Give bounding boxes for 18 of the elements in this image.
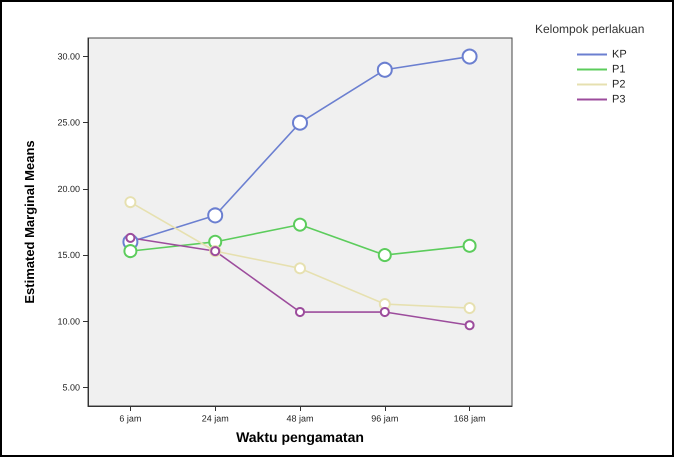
y-tick-label: 15.00: [57, 250, 80, 260]
y-tick-label: 5.00: [62, 382, 80, 392]
legend-label: KP: [612, 48, 627, 60]
legend-label: P3: [612, 94, 626, 106]
x-tick-label: 96 jam: [371, 414, 398, 424]
y-tick-label: 20.00: [57, 184, 80, 194]
x-tick-label: 48 jam: [286, 414, 314, 424]
y-tick-label: 10.00: [57, 316, 80, 326]
legend-label: P2: [612, 78, 626, 90]
x-tick-label: 168 jam: [454, 414, 486, 424]
y-tick-label: 30.00: [57, 52, 80, 62]
y-axis-title: Estimated Marginal Means: [22, 140, 37, 304]
x-tick-label: 24 jam: [202, 414, 229, 424]
x-tick-label: 6 jam: [119, 414, 142, 424]
y-tick-label: 25.00: [57, 118, 80, 128]
x-axis-title: Waktu pengamatan: [236, 429, 364, 445]
legend-label: P1: [612, 64, 626, 76]
legend-title: Kelompok perlakuan: [535, 22, 644, 36]
